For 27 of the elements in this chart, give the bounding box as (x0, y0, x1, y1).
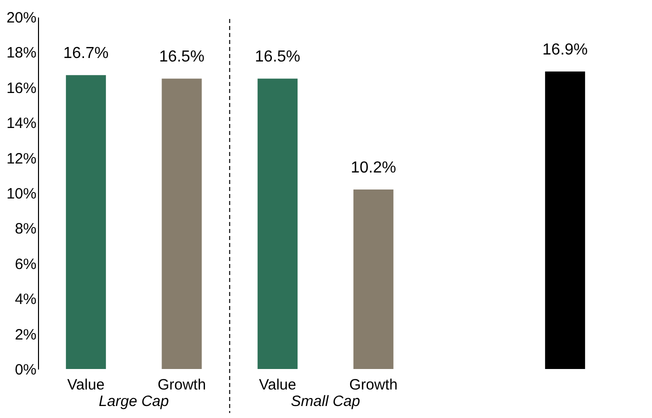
bar (66, 75, 106, 369)
y-tick-label: 20% (6, 10, 36, 26)
y-tick-label: 10% (6, 186, 36, 202)
text: Small Cap (290, 393, 360, 410)
bar (545, 72, 586, 369)
data-label: 16.7% (63, 45, 109, 62)
data-label: 16.5% (159, 48, 204, 66)
y-tick-label: 2% (14, 326, 36, 344)
data-label: 10.2% (350, 159, 396, 176)
y-tick-label: 6% (14, 256, 36, 273)
y-tick-label: 8% (14, 220, 36, 238)
y-tick-label: 0% (14, 362, 36, 378)
x-tick-label: Growth (158, 376, 206, 394)
data-label: 16.5% (254, 48, 300, 66)
y-tick-label: 16% (6, 80, 36, 97)
y-tick-label: 18% (6, 44, 36, 62)
x-tick-label: Growth (349, 376, 398, 394)
bar (162, 78, 202, 369)
x-tick-label: Value (67, 376, 105, 394)
x-tick-label: Value (258, 376, 296, 394)
data-label: 16.9% (542, 42, 588, 59)
y-tick-label: 4% (14, 291, 36, 308)
y-tick-label: 14% (6, 115, 36, 132)
bar (353, 189, 394, 369)
text: Large Cap (98, 393, 169, 410)
bar (258, 78, 298, 369)
y-tick-label: 12% (6, 150, 36, 168)
